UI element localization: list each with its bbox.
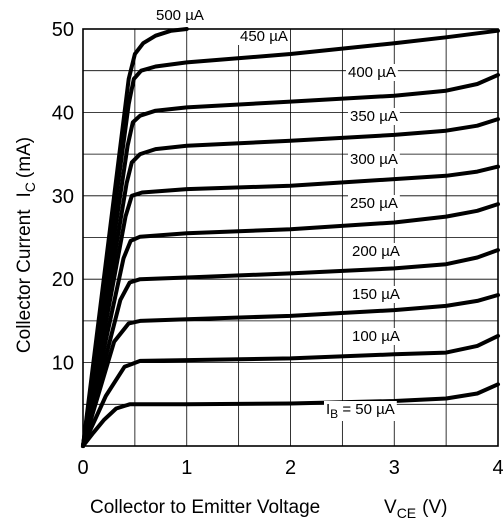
- y-tick-label: 20: [52, 269, 74, 291]
- series-line: [81, 333, 500, 448]
- x-tick-label: 4: [492, 457, 503, 479]
- y-axis-label-main: Collector Current: [14, 209, 35, 353]
- x-axis-label-subscript: CE: [397, 505, 416, 521]
- plot-frame: [82, 28, 499, 447]
- x-tick-label: 3: [389, 457, 400, 479]
- x-tick-label: 1: [181, 457, 192, 479]
- curve-label: 400 µA: [348, 64, 396, 81]
- y-axis-label-subscript: C: [22, 182, 38, 192]
- curve-label: 200 µA: [352, 243, 400, 260]
- curve-label: 500 µA: [156, 7, 204, 24]
- y-axis-label-unit: (mA): [14, 137, 35, 178]
- y-tick-label: 40: [52, 102, 74, 124]
- curve-label: 300 µA: [350, 151, 398, 168]
- curve-label-background: [348, 108, 400, 125]
- curve-label-background: [324, 401, 397, 421]
- curve-label: 100 µA: [352, 328, 400, 345]
- x-axis-label: Collector to Emitter Voltage VCE (V): [90, 497, 447, 521]
- series-line: [81, 72, 500, 448]
- curve-label: IB = 50 µA: [326, 401, 395, 421]
- curve-label-background: [350, 286, 402, 303]
- y-axis-label-symbol: I: [14, 192, 35, 197]
- curve-label-background: [348, 195, 400, 212]
- series-line: [81, 28, 500, 448]
- x-tick-label: 2: [285, 457, 296, 479]
- x-axis-label-symbol: V: [384, 497, 397, 518]
- y-tick-label: 50: [52, 19, 74, 41]
- y-tick-label: 30: [52, 186, 74, 208]
- curve-label: 250 µA: [350, 195, 398, 212]
- curve-label-background: [350, 243, 402, 260]
- curve-labels: IB = 50 µA 100 µA 150 µA 200 µA 250 µA 300 µA…: [154, 7, 402, 421]
- curve-label-background: [238, 28, 290, 45]
- x-tick-label: 0: [77, 457, 88, 479]
- series-line: [81, 27, 189, 448]
- series-line: [81, 293, 500, 448]
- curve-label-background: [350, 328, 402, 345]
- tick-labels: 0 1 2 3 4 10 20 30 40 50: [52, 19, 503, 479]
- curves: [81, 27, 500, 448]
- curve-label-background: [154, 7, 206, 24]
- y-axis-label: Collector Current IC (mA): [14, 137, 38, 353]
- series-line: [81, 248, 500, 448]
- series-line: [81, 202, 500, 448]
- y-tick-label: 10: [52, 353, 74, 375]
- series-line: [81, 382, 500, 448]
- curve-label-background: [346, 64, 398, 81]
- curve-label: 150 µA: [352, 286, 400, 303]
- curve-label-background: [348, 151, 400, 168]
- series-line: [81, 164, 500, 448]
- curve-label: 450 µA: [240, 28, 288, 45]
- series-line: [81, 117, 500, 448]
- x-axis-label-main: Collector to Emitter Voltage: [90, 497, 320, 518]
- curve-label: 350 µA: [350, 108, 398, 125]
- x-axis-label-unit: (V): [422, 497, 447, 518]
